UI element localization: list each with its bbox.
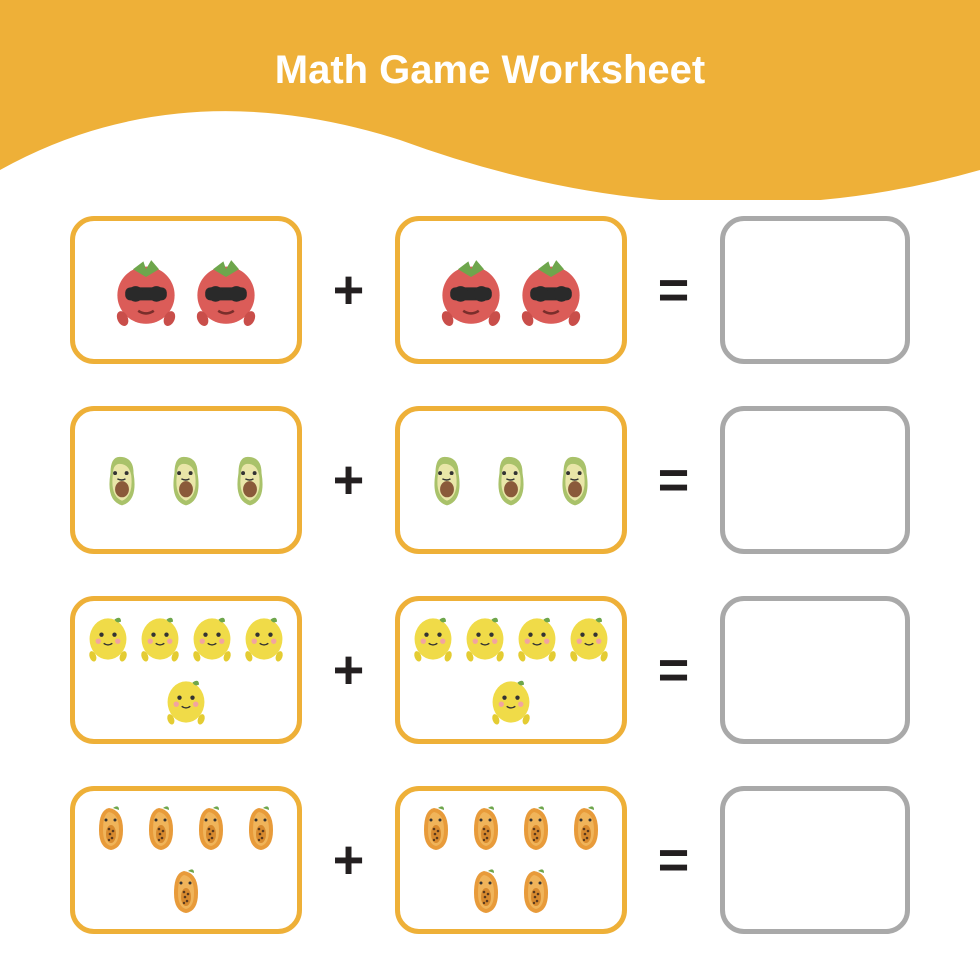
papaya-icon: [511, 804, 561, 854]
operand-left-1: [70, 216, 302, 364]
lemon-icon: [82, 613, 134, 665]
equation-row-1: + =: [70, 210, 910, 370]
plus-operator: +: [327, 639, 371, 701]
equation-row-4: + =: [70, 780, 910, 940]
lemon-icon: [238, 613, 290, 665]
papaya-icon: [186, 804, 236, 854]
header-band: Math Game Worksheet: [0, 0, 980, 200]
lemon-icon: [407, 613, 459, 665]
papaya-icon: [561, 804, 611, 854]
equals-operator: =: [652, 639, 696, 701]
operand-left-2: [70, 406, 302, 554]
avocado-icon: [92, 450, 152, 510]
equals-operator: =: [652, 259, 696, 321]
strawberry-icon: [187, 251, 265, 329]
strawberry-icon: [432, 251, 510, 329]
avocado-icon: [417, 450, 477, 510]
plus-operator: +: [327, 259, 371, 321]
strawberry-icon: [512, 251, 590, 329]
strawberry-icon: [107, 251, 185, 329]
papaya-icon: [411, 804, 461, 854]
papaya-icon: [236, 804, 286, 854]
page-title: Math Game Worksheet: [0, 48, 980, 93]
answer-box-2[interactable]: [720, 406, 910, 554]
avocado-icon: [156, 450, 216, 510]
plus-operator: +: [327, 449, 371, 511]
operand-right-4: [395, 786, 627, 934]
operand-left-4: [70, 786, 302, 934]
papaya-icon: [461, 804, 511, 854]
operand-left-3: [70, 596, 302, 744]
lemon-icon: [563, 613, 615, 665]
avocado-icon: [220, 450, 280, 510]
lemon-icon: [160, 676, 212, 728]
operand-right-2: [395, 406, 627, 554]
answer-box-1[interactable]: [720, 216, 910, 364]
operand-right-1: [395, 216, 627, 364]
papaya-icon: [136, 804, 186, 854]
lemon-icon: [459, 613, 511, 665]
papaya-icon: [161, 867, 211, 917]
avocado-icon: [545, 450, 605, 510]
equals-operator: =: [652, 829, 696, 891]
answer-box-4[interactable]: [720, 786, 910, 934]
equals-operator: =: [652, 449, 696, 511]
lemon-icon: [186, 613, 238, 665]
plus-operator: +: [327, 829, 371, 891]
equation-row-2: + =: [70, 400, 910, 560]
operand-right-3: [395, 596, 627, 744]
lemon-icon: [134, 613, 186, 665]
worksheet-grid: + = + = + = + =: [70, 210, 910, 940]
lemon-icon: [485, 676, 537, 728]
lemon-icon: [511, 613, 563, 665]
avocado-icon: [481, 450, 541, 510]
header-wave-shape: [0, 0, 980, 200]
papaya-icon: [461, 867, 511, 917]
answer-box-3[interactable]: [720, 596, 910, 744]
papaya-icon: [86, 804, 136, 854]
papaya-icon: [511, 867, 561, 917]
equation-row-3: + =: [70, 590, 910, 750]
